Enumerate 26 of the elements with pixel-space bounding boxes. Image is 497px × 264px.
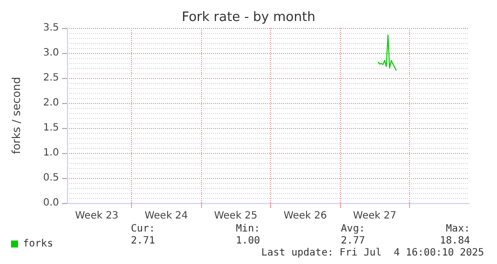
y-tick-label: 3.5: [43, 22, 59, 34]
x-tick-label: Week 26: [284, 210, 327, 222]
text: 18.84: [440, 236, 470, 246]
text: Last update: Fri Jul 4 16:00:10 2025: [261, 248, 484, 258]
y-tick-label: 1.5: [43, 122, 59, 134]
y-tick-label: 0.0: [43, 198, 59, 208]
x-tick-label: Week 24: [144, 210, 188, 222]
x-tick-label: Week 25: [214, 210, 258, 222]
text: 2.77: [340, 236, 365, 246]
y-tick-label: 0.5: [43, 172, 59, 184]
text: 1.00: [236, 236, 260, 246]
text: Min:: [236, 224, 260, 234]
text: Max:: [446, 224, 470, 234]
x-tick-label: Week 27: [353, 210, 396, 222]
y-tick-label: 1.0: [43, 148, 59, 158]
y-tick-label: 2.5: [43, 72, 59, 84]
x-tick-label: Week 23: [75, 210, 118, 222]
line-series: [378, 34, 397, 71]
text: Cur:: [130, 224, 155, 234]
text: 2.71: [130, 236, 155, 246]
y-axis-title: forks / second: [10, 76, 23, 154]
chart-title: Fork rate - by month: [182, 10, 316, 25]
legend-label: forks: [23, 238, 54, 250]
y-tick-label: 2.0: [43, 98, 59, 108]
y-tick-label: 3.0: [43, 48, 59, 58]
text: Avg:: [340, 224, 365, 234]
